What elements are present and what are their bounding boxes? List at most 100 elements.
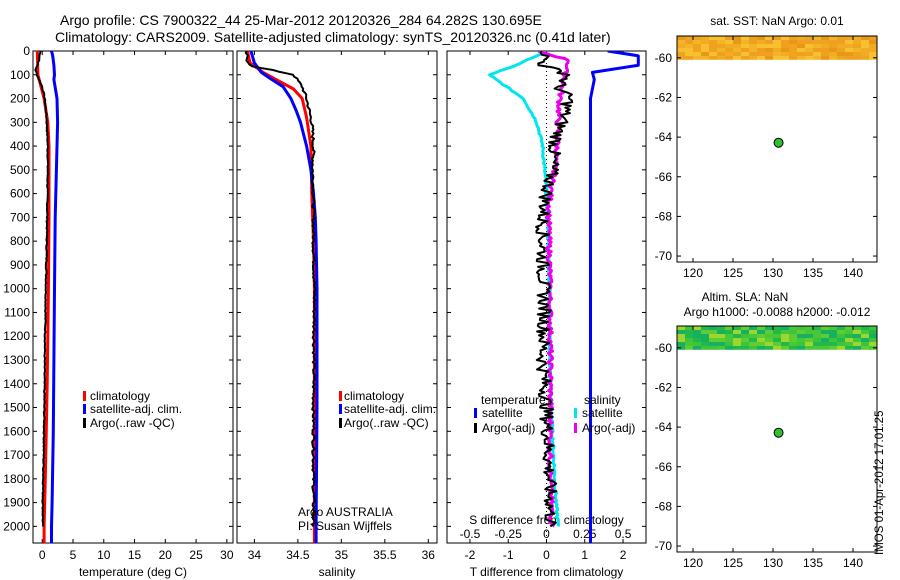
sla_map-heat-cell (821, 326, 829, 330)
sst_map-heat-cell (757, 56, 765, 60)
sst_map-heat-cell (813, 40, 821, 44)
temperature-legend-0: climatology (90, 389, 150, 403)
sla_map-heat-cell (797, 346, 805, 350)
sst_map-heat-cell (709, 48, 717, 52)
difference-xtick-label: -1 (503, 548, 514, 562)
sla_map-heat-cell (765, 346, 773, 350)
sla_map-heat-cell (749, 342, 757, 346)
sla_map-heat-cell (845, 342, 853, 346)
sla_map-heat-cell (773, 330, 781, 334)
sla_map-heat-cell (805, 334, 813, 338)
sst_map-heat-cell (869, 52, 877, 56)
sla_map-heat-cell (797, 342, 805, 346)
sla_map-heat-cell (741, 326, 749, 330)
sla_map-heat-cell (813, 330, 821, 334)
sst_map-heat-cell (685, 56, 693, 60)
sla_map-heat-cell (749, 338, 757, 342)
sla_map-heat-cell (685, 346, 693, 350)
sla_map-heat-cell (797, 338, 805, 342)
difference-xlabel: T difference from climatology (470, 565, 624, 579)
sla_map-heat-cell (709, 334, 717, 338)
sla_map-heat-cell (837, 346, 845, 350)
sla_map-heat-cell (829, 334, 837, 338)
sst_map-xtick-label: 120 (683, 266, 703, 280)
sla_map-heat-cell (717, 326, 725, 330)
sst_map-heat-cell (693, 40, 701, 44)
sst_map-heat-cell (813, 48, 821, 52)
sst_map-heat-cell (797, 36, 805, 40)
sla_map-heat-cell (725, 346, 733, 350)
sla_map-heat-cell (861, 326, 869, 330)
sst_map-heat-cell (757, 48, 765, 52)
sla_map-heat-cell (773, 346, 781, 350)
sst_map-border (676, 35, 878, 263)
sst_map-heat-cell (821, 56, 829, 60)
sla_map-heat-cell (717, 342, 725, 346)
sla_map-heat-cell (821, 334, 829, 338)
sst_map-heat-cell (749, 48, 757, 52)
sst_map-heat-cell (773, 36, 781, 40)
sst_map-heat-cell (829, 52, 837, 56)
sla_map-heat-cell (853, 326, 861, 330)
sst_map-heat-cell (821, 52, 829, 56)
sst_map-heat-cell (757, 40, 765, 44)
sla_map-heat-cell (685, 326, 693, 330)
salinity-legend-swatch (339, 404, 342, 414)
sst_map-heat-cell (861, 56, 869, 60)
sst_map-heat-cell (829, 40, 837, 44)
sst_map-heat-cell (685, 36, 693, 40)
sst_map-heat-cell (741, 56, 749, 60)
temperature-ytick-label: 1600 (3, 424, 30, 438)
sst_map-heat-cell (677, 36, 685, 40)
difference-legend-1: Argo(-adj) (482, 421, 535, 435)
sst_map-heat-cell (677, 48, 685, 52)
sla_map-heat-cell (765, 330, 773, 334)
sst_map-heat-cell (789, 40, 797, 44)
sst_map-heat-cell (741, 44, 749, 48)
sst_map-heat-cell (829, 36, 837, 40)
sst_map-heat-cell (813, 36, 821, 40)
temperature-ytick-label: 800 (10, 234, 30, 248)
sst_map-heat-cell (853, 56, 861, 60)
sla-map-title: Altim. SLA: NaN (702, 290, 789, 304)
sst_map-heat-cell (837, 52, 845, 56)
sst_map-heat-cell (837, 44, 845, 48)
sla_map-heat-cell (709, 342, 717, 346)
sla_map-heat-cell (693, 346, 701, 350)
sst_map-heat-cell (829, 56, 837, 60)
temperature-ytick-label: 1400 (3, 377, 30, 391)
sla_map-heat-cell (821, 342, 829, 346)
sst_map-heat-cell (733, 48, 741, 52)
sst_map-heat-cell (805, 40, 813, 44)
sla_map-ytick-label: -64 (655, 420, 673, 434)
sla_map-heat-cell (749, 330, 757, 334)
sst_map-heat-cell (853, 40, 861, 44)
temperature-series-satellite-adj-clim- (50, 51, 60, 543)
sst_map-heat-cell (717, 56, 725, 60)
sla_map-heat-cell (853, 334, 861, 338)
sst_map-heat-cell (845, 56, 853, 60)
sst_map-xtick-label: 130 (763, 266, 783, 280)
sla_map-heat-cell (733, 330, 741, 334)
sst_map-heat-cell (781, 56, 789, 60)
temperature-xtick-label: 20 (159, 548, 173, 562)
sla_map-heat-cell (797, 330, 805, 334)
sst_map-heat-cell (725, 48, 733, 52)
sla_map-ytick-label: -70 (655, 539, 673, 553)
temperature-series-argo-raw-qc- (34, 51, 50, 527)
sla_map-heat-cell (869, 330, 877, 334)
sla_map-heat-cell (749, 326, 757, 330)
sst_map-heat-cell (781, 52, 789, 56)
temperature-ytick-label: 1100 (4, 305, 30, 319)
temperature-xtick-label: 5 (70, 548, 77, 562)
sla_map-heat-cell (733, 338, 741, 342)
sst_map-heat-cell (869, 40, 877, 44)
float-pi: PI: Susan Wijffels (298, 519, 392, 533)
sst_map-heat-cell (701, 36, 709, 40)
sla_map-heat-cell (861, 346, 869, 350)
temperature-ytick-label: 300 (10, 115, 30, 129)
temperature-legend-swatch (83, 404, 86, 414)
sla_map-heat-cell (765, 338, 773, 342)
sla_map-heat-cell (853, 346, 861, 350)
